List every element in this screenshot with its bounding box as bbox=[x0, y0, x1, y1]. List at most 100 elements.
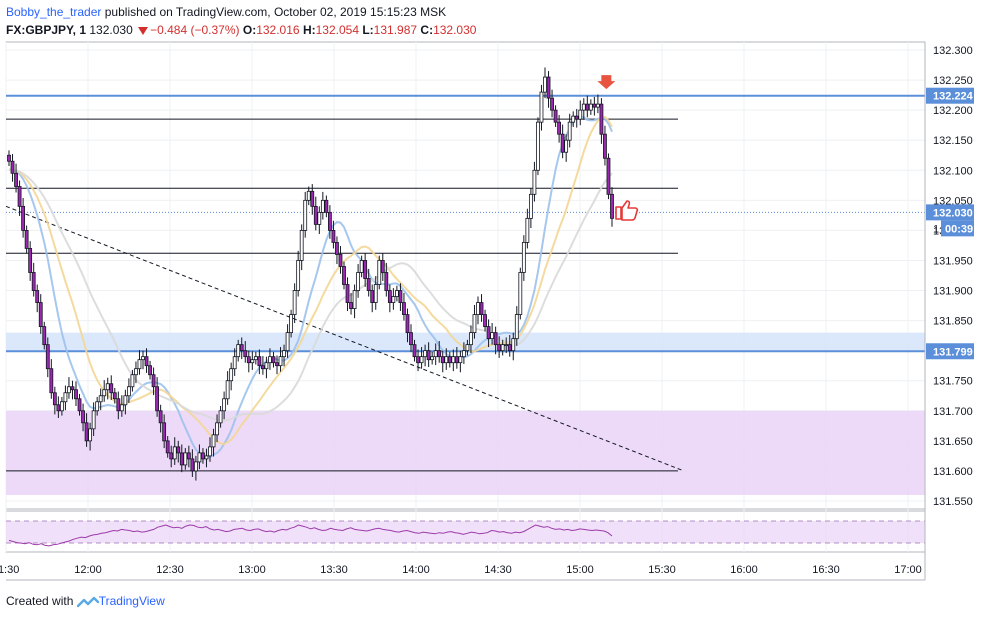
candle-body bbox=[268, 356, 272, 364]
candle-body bbox=[306, 190, 311, 201]
candle-body bbox=[56, 404, 61, 412]
author-link[interactable]: Bobby_the_trader bbox=[6, 5, 102, 19]
candle bbox=[490, 323, 495, 345]
candle bbox=[472, 304, 477, 339]
candle-body bbox=[373, 284, 378, 303]
x-tick-label: 14:00 bbox=[402, 564, 430, 576]
candle bbox=[116, 391, 121, 420]
x-tick-label: 12:00 bbox=[74, 564, 102, 576]
candle bbox=[595, 94, 600, 114]
candle-body bbox=[377, 260, 382, 285]
candle-body bbox=[250, 359, 255, 364]
candle-body bbox=[116, 398, 121, 412]
low-value: 131.987 bbox=[373, 23, 418, 37]
candle bbox=[451, 349, 456, 372]
candle-body bbox=[7, 154, 11, 162]
candle-body bbox=[141, 356, 145, 361]
x-tick-label: 13:30 bbox=[320, 564, 348, 576]
candle-body bbox=[331, 229, 336, 243]
publish-info: Bobby_the_trader published on TradingVie… bbox=[6, 5, 446, 19]
candle-body bbox=[525, 217, 530, 243]
candle-body bbox=[543, 76, 547, 93]
candle-body bbox=[391, 296, 396, 303]
candle bbox=[345, 277, 350, 311]
candle-body bbox=[243, 350, 248, 358]
candle bbox=[525, 208, 530, 249]
candle-body bbox=[162, 422, 167, 442]
candle bbox=[91, 402, 96, 437]
candle bbox=[88, 422, 93, 451]
candle bbox=[155, 377, 160, 417]
published-text: published on TradingView.com, October 02… bbox=[104, 5, 447, 19]
candle-body bbox=[81, 410, 85, 424]
candle-body bbox=[461, 350, 466, 358]
candle bbox=[257, 349, 262, 375]
zones bbox=[6, 332, 925, 495]
candle-body bbox=[137, 359, 142, 370]
candle bbox=[426, 342, 431, 367]
candle-body bbox=[521, 242, 526, 273]
candle-body bbox=[539, 91, 544, 123]
candle bbox=[197, 444, 202, 470]
y-tick-label: 131.750 bbox=[933, 376, 973, 388]
candle bbox=[243, 341, 248, 363]
candle bbox=[45, 337, 50, 378]
symbol-name[interactable]: FX:GBPJPY, 1 bbox=[6, 23, 87, 37]
candle-body bbox=[514, 314, 519, 340]
candle-body bbox=[437, 350, 442, 358]
y-tick-label: 131.600 bbox=[933, 466, 973, 478]
candle-body bbox=[366, 278, 371, 291]
candle-body bbox=[119, 404, 124, 412]
candle-body bbox=[451, 356, 456, 364]
candle bbox=[377, 255, 382, 290]
candle bbox=[342, 261, 346, 290]
candle bbox=[38, 294, 43, 334]
candle bbox=[363, 253, 368, 287]
candle bbox=[588, 99, 593, 115]
candle-body bbox=[229, 368, 234, 382]
price-change: −0.484 (−0.37%) bbox=[150, 23, 240, 37]
candle-body bbox=[394, 290, 399, 297]
candle-body bbox=[447, 356, 452, 364]
candle-body bbox=[144, 356, 149, 367]
candle bbox=[225, 371, 230, 405]
candle-body bbox=[84, 422, 89, 442]
candle bbox=[98, 388, 103, 411]
candle-body bbox=[402, 302, 406, 315]
candle-body bbox=[564, 139, 569, 153]
candle-body bbox=[42, 326, 47, 346]
tradingview-logo-icon bbox=[76, 596, 99, 608]
candle bbox=[454, 347, 459, 369]
candle bbox=[218, 405, 223, 428]
candle bbox=[391, 288, 396, 310]
candle bbox=[296, 250, 301, 297]
candle-body bbox=[123, 395, 128, 406]
candle bbox=[313, 196, 318, 231]
candle-body bbox=[370, 290, 375, 303]
x-tick-label: 16:00 bbox=[730, 564, 758, 576]
candle-body bbox=[102, 389, 107, 397]
high-label: H: bbox=[302, 23, 316, 37]
candle bbox=[172, 437, 177, 465]
candle-body bbox=[299, 229, 304, 261]
axes: 132.300 132.250 132.200 132.150 132.100 132.0… bbox=[0, 42, 974, 581]
candle-body bbox=[59, 401, 64, 412]
y-tick-label: 132.250 bbox=[933, 75, 973, 87]
candle-body bbox=[38, 302, 43, 328]
candle-body bbox=[296, 260, 301, 291]
high-value: 132.054 bbox=[315, 23, 359, 37]
candle-body bbox=[444, 356, 449, 364]
candle bbox=[176, 440, 181, 463]
candle bbox=[409, 324, 413, 352]
candle bbox=[102, 380, 107, 402]
last-price: 132.030 bbox=[89, 23, 133, 37]
candle bbox=[285, 324, 290, 358]
tradingview-brand[interactable]: TradingView bbox=[98, 594, 165, 608]
candle bbox=[387, 284, 392, 313]
down-arrow-icon bbox=[138, 26, 149, 35]
candle-body bbox=[342, 266, 346, 285]
candle-body bbox=[264, 362, 269, 370]
candle bbox=[67, 377, 71, 399]
low-label: L: bbox=[362, 23, 374, 37]
